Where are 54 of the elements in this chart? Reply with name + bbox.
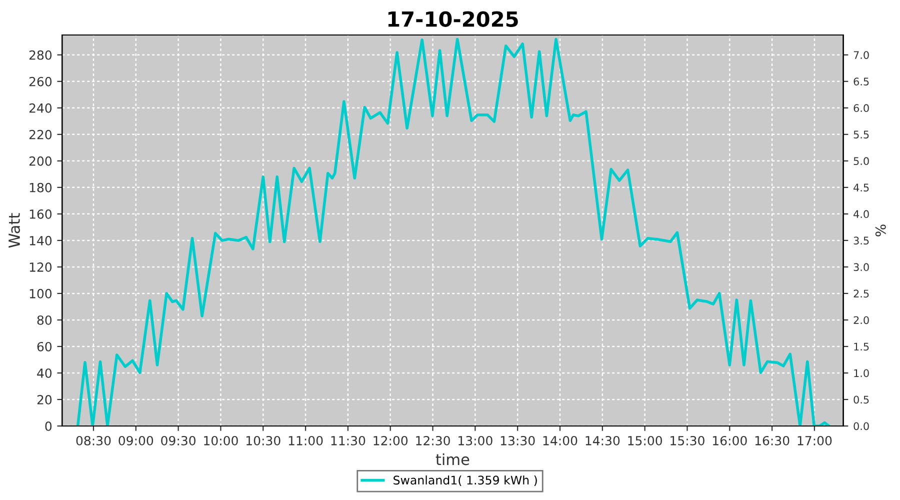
y-tick-label: 20	[37, 394, 52, 404]
legend-label: Swanland1( 1.359 kWh )	[394, 475, 537, 486]
x-tick-label: 13:30	[500, 436, 535, 446]
y-tick-label: 200	[29, 156, 52, 166]
y-tick-label: 260	[29, 76, 52, 86]
x-tick-label: 10:00	[204, 436, 238, 446]
y2-tick-label: 1.5	[854, 342, 869, 351]
y-tick-label: 180	[30, 182, 52, 192]
y-axis-title: Watt	[8, 213, 20, 248]
y-tick-label: 0	[45, 421, 52, 431]
y-tick-label: 240	[29, 103, 52, 113]
x-tick-label: 08:30	[76, 436, 111, 446]
y-tick-label: 140	[30, 236, 52, 246]
y-tick-label: 160	[30, 209, 52, 219]
y-tick-label: 100	[30, 288, 52, 298]
x-tick-label: 16:30	[755, 436, 790, 446]
y-tick-label: 60	[37, 342, 52, 352]
y2-tick-label: 3.5	[854, 236, 869, 245]
y-tick-label: 80	[37, 315, 52, 325]
y2-tick-label: 3.0	[854, 263, 869, 272]
y-tick-label: 40	[37, 368, 52, 378]
x-tick-label: 09:00	[118, 436, 154, 446]
x-tick-label: 12:00	[374, 436, 408, 446]
y2-tick-label: 0.5	[854, 396, 869, 404]
y2-tick-label: 0.0	[854, 422, 869, 430]
y-tick-label: 120	[30, 262, 52, 272]
y-tick-label: 220	[29, 130, 52, 140]
y2-axis-title: %	[875, 224, 886, 236]
y-tick-label: 280	[29, 50, 52, 60]
y2-tick-label: 2.0	[854, 316, 869, 324]
x-tick-label: 16:00	[713, 436, 747, 446]
y2-tick-label: 2.5	[854, 290, 869, 298]
x-tick-label: 17:00	[798, 436, 832, 446]
y2-tick-label: 4.5	[854, 184, 869, 192]
x-tick-label: 14:00	[543, 436, 578, 446]
x-tick-label: 13:00	[458, 436, 492, 446]
line-series	[76, 38, 830, 426]
y2-tick-label: 7.0	[854, 51, 869, 59]
x-tick-label: 11:00	[288, 436, 323, 446]
x-tick-label: 09:30	[161, 436, 196, 446]
y2-tick-label: 6.0	[854, 104, 869, 112]
x-tick-label: 15:30	[670, 436, 704, 446]
x-tick-label: 10:30	[246, 436, 280, 446]
y2-tick-label: 5.0	[854, 157, 869, 166]
x-tick-label: 14:30	[586, 436, 620, 446]
x-tick-label: 15:00	[628, 436, 662, 446]
y2-tick-label: 1.0	[854, 369, 869, 378]
y2-tick-label: 5.5	[854, 130, 869, 139]
x-tick-label: 12:30	[416, 436, 450, 446]
x-axis-title: time	[436, 453, 470, 466]
y2-tick-label: 6.5	[854, 78, 869, 86]
x-tick-label: 11:30	[331, 436, 366, 446]
y2-tick-label: 4.0	[854, 210, 869, 218]
chart-title: 17-10-2025	[388, 11, 518, 27]
